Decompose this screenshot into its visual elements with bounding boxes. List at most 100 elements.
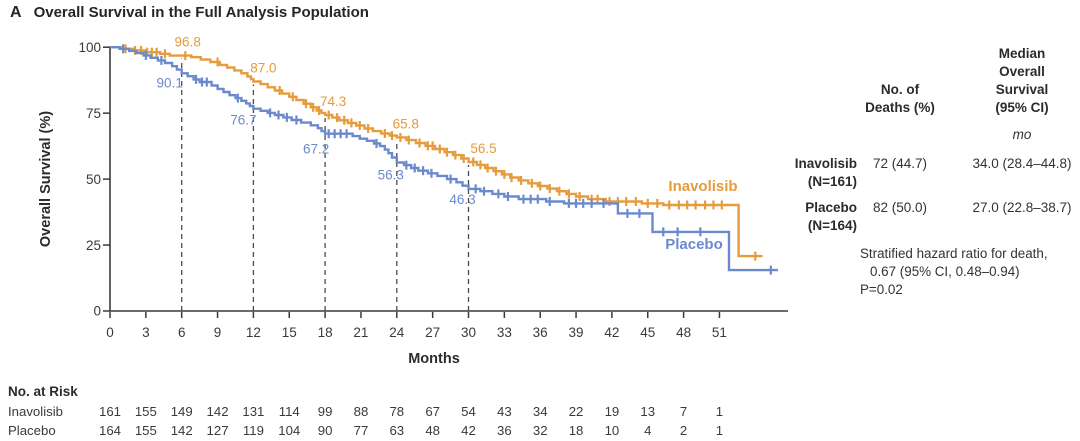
x-tick-label: 39	[569, 325, 584, 340]
at-risk-count: 34	[533, 404, 548, 419]
inavolisib-landmark-value: 74.3	[320, 94, 346, 109]
at-risk-row-label: Placebo	[8, 423, 56, 438]
summary-row1-deaths: 72 (44.7)	[872, 156, 928, 171]
summary-row2-median: 27.0 (22.8–38.7)	[972, 200, 1072, 215]
placebo-landmark-value: 56.3	[378, 167, 404, 182]
deaths-header-line1: No. of	[880, 82, 920, 97]
placebo-curve-label: Placebo	[665, 236, 723, 253]
at-risk-heading: No. at Risk	[8, 384, 78, 399]
at-risk-count: 142	[171, 423, 193, 438]
at-risk-count: 142	[207, 404, 229, 419]
x-tick-label: 27	[425, 325, 440, 340]
at-risk-count: 32	[533, 423, 548, 438]
at-risk-count: 48	[425, 423, 440, 438]
at-risk-count: 161	[99, 404, 121, 419]
inavolisib-landmark-value: 65.8	[393, 116, 419, 131]
at-risk-count: 78	[389, 404, 404, 419]
inavolisib-curve-label: Inavolisib	[668, 178, 737, 195]
at-risk-count: 43	[497, 404, 512, 419]
at-risk-count: 77	[354, 423, 369, 438]
at-risk-count: 90	[318, 423, 333, 438]
hazard-line1: Stratified hazard ratio for death,	[860, 246, 1048, 261]
x-tick-label: 9	[214, 325, 222, 340]
x-tick-label: 0	[106, 325, 114, 340]
at-risk-count: 119	[243, 423, 264, 438]
median-os-header-line3: Survival	[995, 82, 1049, 97]
at-risk-count: 10	[605, 423, 620, 438]
at-risk-count: 42	[461, 423, 476, 438]
y-tick-label: 100	[78, 40, 101, 55]
x-tick-label: 18	[318, 325, 333, 340]
x-tick-label: 36	[533, 325, 548, 340]
hazard-ratio-note: Stratified hazard ratio for death, 0.67 …	[860, 245, 1080, 299]
inavolisib-landmark-value: 96.8	[175, 35, 201, 50]
x-tick-label: 48	[676, 325, 691, 340]
placebo-landmark-value: 67.2	[303, 142, 329, 157]
at-risk-count: 18	[569, 423, 584, 438]
panel-letter: A	[10, 4, 22, 21]
x-tick-label: 3	[142, 325, 150, 340]
at-risk-count: 155	[135, 404, 157, 419]
at-risk-count: 104	[278, 423, 300, 438]
x-tick-label: 45	[640, 325, 655, 340]
x-tick-label: 30	[461, 325, 476, 340]
at-risk-count: 2	[680, 423, 687, 438]
summary-row1-name: Inavolisib	[794, 156, 857, 171]
x-tick-label: 33	[497, 325, 512, 340]
unit-label: mo	[1012, 127, 1032, 142]
placebo-curve	[110, 46, 778, 272]
at-risk-count: 13	[640, 404, 655, 419]
at-risk-count: 7	[680, 404, 687, 419]
at-risk-count: 99	[318, 404, 333, 419]
y-tick-label: 25	[86, 238, 101, 253]
hazard-line3: P=0.02	[860, 282, 903, 297]
summary-row2-n: (N=164)	[807, 218, 857, 233]
x-tick-label: 12	[246, 325, 261, 340]
at-risk-count: 88	[354, 404, 369, 419]
at-risk-count: 36	[497, 423, 512, 438]
x-axis-title: Months	[408, 351, 460, 367]
x-tick-label: 21	[353, 325, 368, 340]
at-risk-count: 54	[461, 404, 476, 419]
figure-title-text: Overall Survival in the Full Analysis Po…	[33, 4, 369, 21]
figure-title: A Overall Survival in the Full Analysis P…	[10, 4, 369, 22]
x-tick-label: 42	[604, 325, 619, 340]
at-risk-count: 127	[207, 423, 229, 438]
summary-row2-name: Placebo	[805, 200, 857, 215]
y-axis-title: Overall Survival (%)	[38, 111, 54, 247]
y-tick-label: 50	[86, 172, 101, 187]
y-tick-label: 75	[86, 106, 101, 121]
placebo-landmark-value: 46.3	[449, 192, 475, 207]
summary-row2-deaths: 82 (50.0)	[872, 200, 928, 215]
x-tick-label: 51	[712, 325, 727, 340]
median-os-header-line4: (95% CI)	[995, 100, 1049, 115]
at-risk-count: 149	[171, 404, 193, 419]
at-risk-row-label: Inavolisib	[8, 404, 63, 419]
at-risk-count: 19	[605, 404, 620, 419]
x-tick-label: 6	[178, 325, 186, 340]
inavolisib-landmark-value: 87.0	[250, 60, 276, 75]
at-risk-count: 131	[242, 404, 264, 419]
deaths-header-line2: Deaths (%)	[865, 100, 935, 115]
inavolisib-landmark-value: 56.5	[470, 141, 496, 156]
at-risk-count: 22	[569, 404, 584, 419]
median-os-header-line2: Overall	[999, 64, 1045, 79]
median-os-header-line1: Median	[998, 46, 1046, 61]
at-risk-count: 164	[99, 423, 121, 438]
at-risk-count: 155	[135, 423, 157, 438]
at-risk-count: 63	[389, 423, 404, 438]
x-tick-label: 24	[389, 325, 405, 340]
summary-row1-n: (N=161)	[807, 174, 857, 189]
x-tick-label: 15	[282, 325, 297, 340]
summary-row1-median: 34.0 (28.4–44.8)	[972, 156, 1072, 171]
at-risk-count: 67	[425, 404, 440, 419]
at-risk-count: 1	[716, 423, 723, 438]
at-risk-count: 4	[644, 423, 651, 438]
y-tick-label: 0	[93, 304, 101, 319]
at-risk-count: 1	[716, 404, 723, 419]
placebo-landmark-value: 90.1	[157, 75, 183, 90]
hazard-line2: 0.67 (95% CI, 0.48–0.94)	[870, 264, 1020, 279]
placebo-landmark-value: 76.7	[230, 113, 256, 128]
